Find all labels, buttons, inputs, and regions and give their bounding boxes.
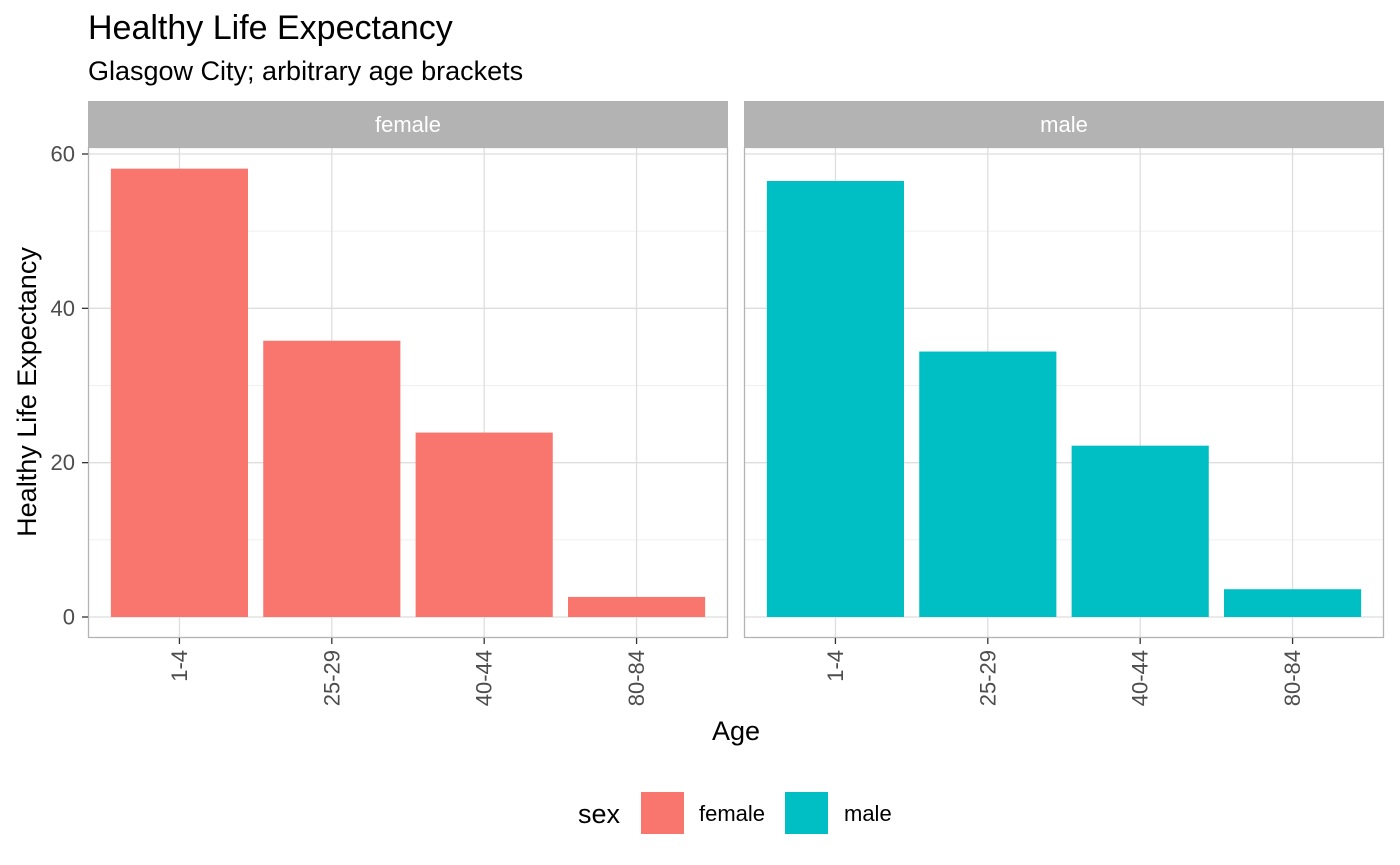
facet-strip [88, 101, 728, 147]
bar-female-25-29 [263, 340, 401, 617]
x-tick-label: 80-84 [1280, 650, 1305, 706]
legend-label: female [699, 801, 765, 826]
chart-title: Healthy Life Expectancy [88, 9, 453, 47]
x-tick-label: 40-44 [1128, 650, 1153, 706]
y-axis: 0 20 40 60 [51, 142, 88, 630]
bar-male-25-29 [919, 351, 1057, 617]
x-tick-label: 1-4 [823, 650, 848, 682]
bar-female-40-44 [415, 432, 553, 617]
legend: sex female male [578, 792, 892, 834]
facet-panels: female 1-4 25-29 40-44 80-84 male 1-4 25-29 40-4… [51, 101, 1385, 706]
legend-item-male: male [785, 792, 892, 834]
facet-strip-label: male [1040, 112, 1088, 137]
bar-female-1-4 [110, 168, 248, 617]
facet-strip [744, 101, 1384, 147]
chart-subtitle: Glasgow City; arbitrary age brackets [88, 56, 523, 86]
panel-border [87, 146, 729, 639]
bar-male-40-44 [1071, 445, 1209, 617]
y-tick-label: 40 [51, 296, 75, 321]
facet-strip-label: female [375, 112, 441, 137]
x-tick-label: 40-44 [472, 650, 497, 706]
facet-panel-male: male 1-4 25-29 40-44 80-84 [743, 101, 1385, 706]
bar-female-80-84 [568, 596, 706, 617]
y-tick-label: 20 [51, 450, 75, 475]
legend-key [785, 792, 828, 834]
y-axis-title: Healthy Life Expectancy [12, 247, 42, 537]
legend-title: sex [578, 799, 621, 829]
panel-border [743, 146, 1385, 639]
facet-panel-female: female 1-4 25-29 40-44 80-84 [87, 101, 729, 706]
y-tick-label: 60 [51, 142, 75, 167]
legend-item-female: female [641, 792, 765, 834]
legend-key [641, 792, 684, 834]
x-tick-label: 25-29 [319, 650, 344, 706]
y-tick-label: 0 [63, 605, 75, 630]
bar-male-1-4 [766, 181, 904, 617]
legend-label: male [844, 801, 892, 826]
bar-male-80-84 [1224, 589, 1362, 617]
x-axis-title: Age [712, 716, 760, 746]
x-tick-label: 25-29 [975, 650, 1000, 706]
x-tick-label: 80-84 [624, 650, 649, 706]
x-tick-label: 1-4 [167, 650, 192, 682]
